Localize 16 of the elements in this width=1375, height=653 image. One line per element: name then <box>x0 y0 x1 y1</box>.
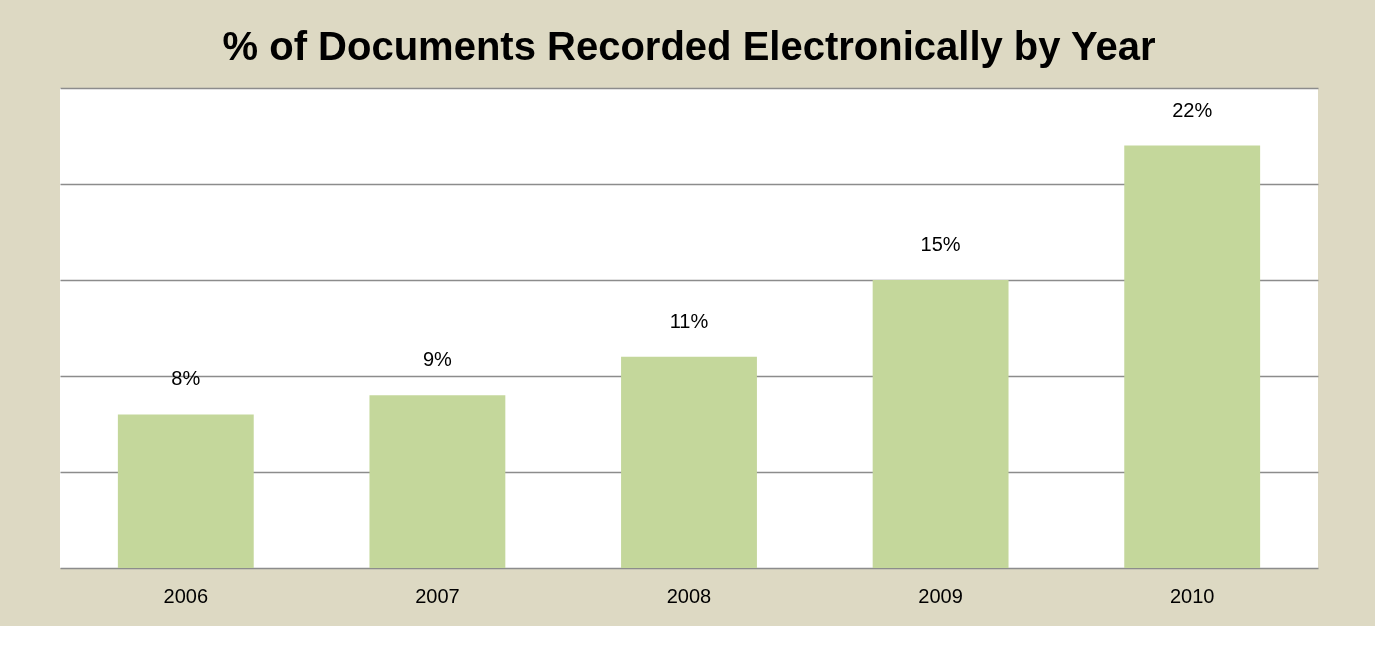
bar <box>872 280 1009 568</box>
data-label: 9% <box>422 348 453 371</box>
x-tick-label: 2006 <box>163 584 209 607</box>
x-tick-label: 2007 <box>415 584 460 607</box>
chart-title: % of Documents Recorded Electronically by Year <box>222 24 1156 68</box>
bar <box>369 395 506 568</box>
x-tick-label: 2008 <box>666 584 712 607</box>
data-label: 15% <box>920 233 961 255</box>
x-tick-label: 2009 <box>918 584 963 607</box>
x-tick-label: 2010 <box>1169 584 1215 607</box>
data-label: 8% <box>171 367 201 390</box>
bar <box>621 356 757 568</box>
bar <box>117 414 254 568</box>
bar <box>1124 145 1261 568</box>
data-label: 22% <box>1172 98 1213 121</box>
data-label: 11% <box>669 309 709 332</box>
